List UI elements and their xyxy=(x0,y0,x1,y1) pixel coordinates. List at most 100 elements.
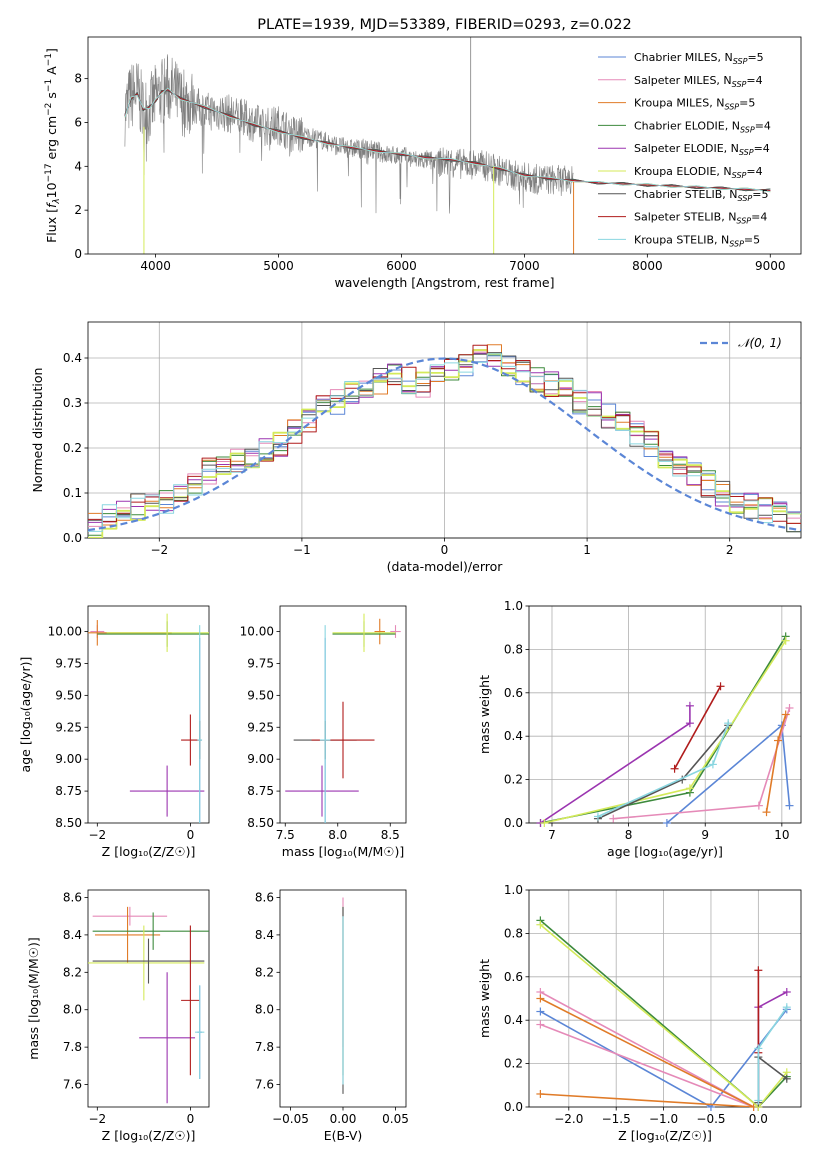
y-tick-label: 2 xyxy=(74,203,82,217)
weight-series-line xyxy=(540,991,755,1107)
legend-label-part: =4 xyxy=(755,119,771,132)
x-tick-label: 4000 xyxy=(140,259,171,273)
y-tick-label: 0 xyxy=(74,247,82,261)
y-axis-label-part: 10 xyxy=(44,182,59,198)
normal-curve-line xyxy=(88,357,801,532)
axes-frame xyxy=(528,889,802,1108)
y-axis-label: mass [log₁₀(M/M☉)] xyxy=(26,937,41,1059)
y-tick-label: 0.4 xyxy=(504,1013,523,1027)
x-tick-label: −1.5 xyxy=(602,1112,631,1126)
x-axis-label: age [log₁₀(age/yr)] xyxy=(607,844,723,859)
y-tick-label: 0.8 xyxy=(504,926,523,940)
y-tick-label: 7.6 xyxy=(255,1078,274,1092)
x-tick-label: 7.5 xyxy=(276,828,295,842)
legend-label-part: SSP xyxy=(739,148,754,157)
y-tick-label: 9.75 xyxy=(247,656,274,670)
x-axis-label: wavelength [Angstrom, rest frame] xyxy=(334,275,554,290)
x-tick-label: 0.0 xyxy=(749,1112,768,1126)
axes-weight-vs-age: 7 8 9 10 0.0 0.2 0.4 0.6 0.8 1.0 age [log₁₀(age/yr… xyxy=(477,599,802,859)
x-tick-label: −1.0 xyxy=(649,1112,678,1126)
errorbars-age-vs-mass xyxy=(285,613,401,823)
legend-label-part: Kroupa MILES, N xyxy=(634,97,724,110)
y-tick-label: 9.75 xyxy=(55,656,82,670)
y-axis-label-part: −17 xyxy=(44,163,54,182)
legend-label: Kroupa ELODIE, NSSP=4 xyxy=(634,165,763,180)
weights-weight-vs-age xyxy=(536,632,794,827)
y-axis-label-part: A xyxy=(44,66,59,79)
legend-label-part: SSP xyxy=(738,194,753,203)
y-tick-label: 8.2 xyxy=(255,965,274,979)
chart-title: PLATE=1939, MJD=53389, FIBERID=0293, z=0… xyxy=(257,17,631,33)
y-tick-label: 8.4 xyxy=(63,928,82,942)
residual-legend: 𝒩(0, 1) xyxy=(700,336,782,350)
x-tick-label: 5000 xyxy=(263,259,294,273)
legend-label-part: =5 xyxy=(744,233,760,246)
y-tick-label: 8.75 xyxy=(247,784,274,798)
y-tick-label: 9.50 xyxy=(247,688,274,702)
y-tick-label: 8.0 xyxy=(63,1003,82,1017)
x-tick-label: 10 xyxy=(774,828,789,842)
legend-label-part: =5 xyxy=(739,97,755,110)
y-tick-label: 0.0 xyxy=(63,531,82,545)
y-axis-label-part: s xyxy=(44,92,59,103)
y-tick-label: 7.6 xyxy=(63,1078,82,1092)
y-tick-label: 0.4 xyxy=(63,351,82,365)
y-tick-label: 0.0 xyxy=(504,816,523,830)
y-tick-label: 0.3 xyxy=(63,396,82,410)
y-tick-label: 8.75 xyxy=(55,784,82,798)
axes-frame xyxy=(87,605,210,824)
spectrum-data xyxy=(124,37,771,254)
x-tick-label: 7000 xyxy=(509,259,540,273)
legend-label-part: =5 xyxy=(747,51,763,64)
legend-label-part: SSP xyxy=(732,171,747,180)
weights-weight-vs-z xyxy=(536,916,791,1111)
x-tick-label: −1 xyxy=(293,543,311,557)
x-tick-label: 0.05 xyxy=(382,1112,409,1126)
legend-label-part: =4 xyxy=(754,142,770,155)
legend-label: 𝒩(0, 1) xyxy=(738,336,782,350)
y-tick-label: 10.00 xyxy=(240,625,274,639)
legend-label-part: Kroupa STELIB, N xyxy=(634,233,729,246)
legend-label-part: SSP xyxy=(733,57,748,66)
weight-series-line xyxy=(540,1008,788,1107)
x-tick-label: −2 xyxy=(88,1112,106,1126)
y-axis-label-part: Flux [ xyxy=(44,208,59,243)
x-axis-label: Z [log₁₀(Z/Z☉)] xyxy=(102,1128,196,1143)
histogram-step-line xyxy=(88,353,801,532)
y-tick-label: 8.50 xyxy=(247,816,274,830)
weight-series-line xyxy=(540,997,755,1107)
x-tick-label: −2 xyxy=(150,543,168,557)
legend-label: Kroupa MILES, NSSP=5 xyxy=(634,97,755,112)
x-axis-label: (data-model)/error xyxy=(387,559,504,574)
weight-series-line xyxy=(597,722,729,818)
x-tick-label: 8000 xyxy=(632,259,663,273)
x-tick-label: 1 xyxy=(583,543,591,557)
x-tick-label: 0 xyxy=(441,543,449,557)
axes-weight-vs-z: −2.0 −1.5 −1.0 −0.5 0.0 0.0 0.2 0.4 0.6 0.8 1.0 Z [… xyxy=(477,883,802,1143)
y-tick-label: 9.25 xyxy=(247,720,274,734)
y-tick-label: 0.2 xyxy=(504,773,523,787)
x-axis-label: Z [log₁₀(Z/Z☉)] xyxy=(102,844,196,859)
legend-label: Chabrier MILES, NSSP=5 xyxy=(634,51,764,66)
axes-mass-vs-ebv: −0.05 0.00 0.05 7.6 7.8 8.0 8.2 8.4 8.6 E(B-V) xyxy=(255,889,409,1143)
residual-histograms xyxy=(88,344,801,538)
y-tick-label: 8.50 xyxy=(55,816,82,830)
axes-residuals: −2 −1 0 1 2 0.0 0.1 0.2 0.3 0.4 (data-model)/error… xyxy=(30,321,802,574)
legend-label-part: =4 xyxy=(751,211,767,224)
y-axis-label-part: −1 xyxy=(44,79,54,92)
y-tick-label: 0.8 xyxy=(504,642,523,656)
legend-label-part: SSP xyxy=(732,80,747,89)
legend-label-part: SSP xyxy=(740,125,755,134)
legend-label: Chabrier STELIB, NSSP=5 xyxy=(634,188,768,203)
x-tick-label: −2.0 xyxy=(554,1112,583,1126)
x-tick-label: 9 xyxy=(701,828,709,842)
y-tick-label: 8 xyxy=(74,72,82,86)
axes-spectrum: 4000 5000 6000 7000 8000 9000 0 2 4 6 8 wavelength … xyxy=(44,17,802,290)
y-tick-label: 0.1 xyxy=(63,486,82,500)
y-tick-label: 1.0 xyxy=(504,883,523,897)
errorbars-mass-vs-z xyxy=(88,906,209,1104)
legend-label: Chabrier ELODIE, NSSP=4 xyxy=(634,119,771,134)
weight-series-line xyxy=(539,919,788,1107)
y-axis-label-part: λ xyxy=(52,198,62,204)
x-tick-label: −2 xyxy=(88,828,106,842)
